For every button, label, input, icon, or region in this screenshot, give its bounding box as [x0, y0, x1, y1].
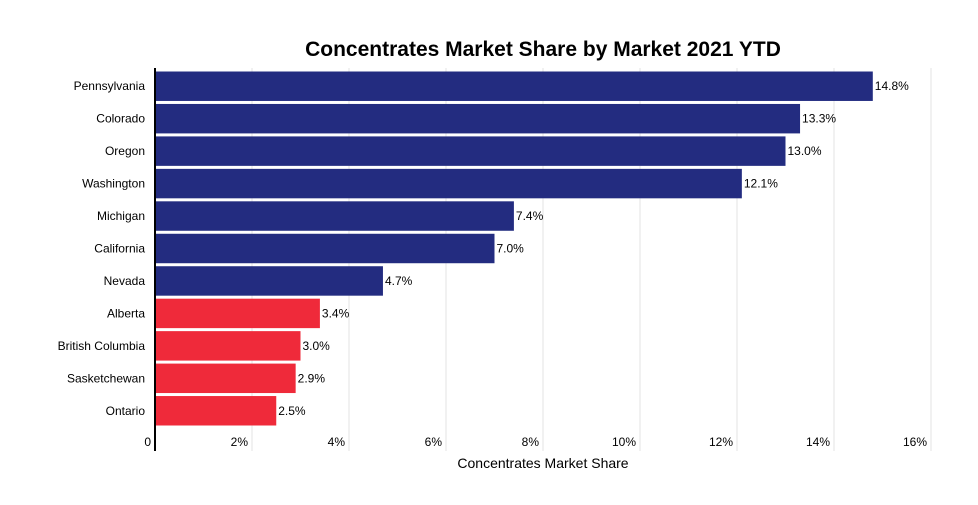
x-tick-label: 12% [709, 435, 733, 449]
data-label: 12.1% [744, 177, 778, 191]
bar [155, 233, 495, 264]
category-label: Alberta [107, 306, 145, 320]
x-tick-label: 0 [144, 435, 151, 449]
data-label: 13.3% [802, 112, 836, 126]
x-tick-label: 4% [328, 435, 346, 449]
bar [155, 363, 296, 394]
bar [155, 136, 786, 166]
data-label: 7.4% [516, 209, 544, 223]
x-tick-label: 16% [903, 435, 927, 449]
data-label: 4.7% [385, 274, 413, 288]
x-tick-label: 6% [425, 435, 443, 449]
bar [155, 168, 742, 199]
data-label: 3.0% [303, 339, 331, 353]
data-label: 2.5% [278, 404, 306, 418]
category-label: Michigan [97, 209, 145, 223]
category-label: Sasketchewan [67, 371, 145, 385]
bar [155, 266, 383, 296]
category-label: British Columbia [58, 339, 146, 353]
data-label: 13.0% [788, 144, 822, 158]
data-label: 7.0% [497, 242, 525, 256]
category-label: Colorado [96, 112, 145, 126]
x-axis-title: Concentrates Market Share [457, 455, 629, 471]
data-label: 2.9% [298, 371, 326, 385]
category-label: Nevada [104, 274, 146, 288]
category-label: Washington [82, 177, 145, 191]
category-label: Pennsylvania [74, 79, 146, 93]
category-label: California [94, 242, 145, 256]
x-tick-label: 2% [231, 435, 249, 449]
bar [155, 331, 301, 361]
bar [155, 201, 514, 231]
x-tick-label: 14% [806, 435, 830, 449]
category-label: Ontario [106, 404, 146, 418]
bar [155, 103, 801, 134]
chart-title: Concentrates Market Share by Market 2021… [305, 38, 781, 61]
data-label: 14.8% [875, 79, 909, 93]
bar [155, 71, 873, 101]
x-tick-label: 10% [612, 435, 636, 449]
bar [155, 298, 320, 329]
x-tick-label: 8% [522, 435, 540, 449]
data-label: 3.4% [322, 306, 350, 320]
bar [155, 396, 277, 426]
category-label: Oregon [105, 144, 145, 158]
